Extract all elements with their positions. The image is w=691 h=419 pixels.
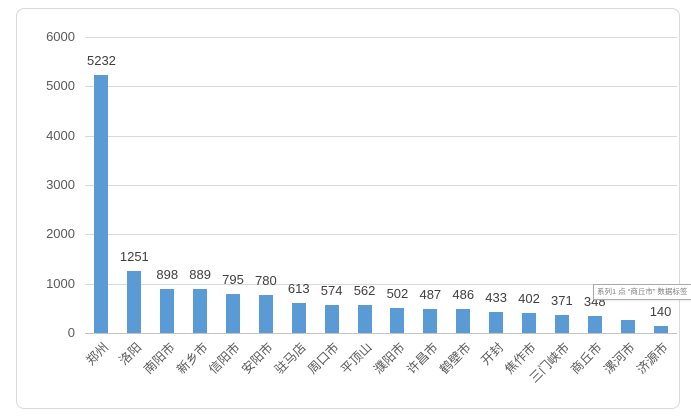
x-tick-label-开封: 开封 — [478, 340, 507, 368]
data-label-安阳市[interactable]: 780 — [255, 272, 277, 288]
y-tick-label: 4000 — [46, 127, 75, 143]
x-tick-label-漯河市: 漯河市 — [601, 340, 638, 377]
bar-安阳市[interactable] — [258, 294, 273, 333]
bar-新乡市[interactable] — [193, 289, 208, 333]
data-label-驻马店[interactable]: 613 — [287, 280, 310, 296]
data-label-洛阳[interactable]: 1251 — [119, 249, 149, 265]
x-tick-label-郑州: 郑州 — [84, 340, 112, 368]
y-tick-label: 1000 — [46, 275, 75, 291]
data-label-焦作市[interactable]: 402 — [518, 291, 540, 307]
x-tick-label-鹤壁市: 鹤壁市 — [436, 340, 474, 377]
bar-平顶山[interactable] — [357, 305, 372, 333]
x-tick-label-南阳市: 南阳市 — [140, 340, 178, 377]
gridline — [85, 185, 677, 186]
x-tick-label-濮阳市: 濮阳市 — [371, 340, 408, 377]
y-tick-label: 2000 — [46, 226, 75, 242]
bar-焦作市[interactable] — [522, 313, 536, 333]
bar-漯河市[interactable] — [620, 319, 635, 333]
gridline — [85, 135, 677, 137]
data-label-新乡市[interactable]: 889 — [189, 267, 211, 283]
x-tick-label-商丘市: 商丘市 — [568, 340, 605, 377]
data-label-周口市[interactable]: 574 — [320, 282, 343, 298]
y-tick-label: 0 — [67, 325, 75, 340]
data-label-郑州[interactable]: 5232 — [86, 52, 116, 68]
bar-周口市[interactable] — [324, 304, 339, 333]
x-axis-line — [85, 333, 677, 334]
data-label-许昌市[interactable]: 487 — [419, 286, 442, 302]
x-tick-label-新乡市: 新乡市 — [173, 340, 211, 377]
data-label-南阳市[interactable]: 898 — [156, 266, 179, 282]
gridline — [85, 283, 677, 285]
data-label-濮阳市[interactable]: 502 — [386, 286, 409, 302]
gridline — [85, 86, 677, 88]
gridline — [85, 234, 677, 236]
bar-郑州[interactable] — [94, 74, 109, 333]
chart-frame[interactable]: 5232 1251 898 889 795 780 613 574 562 502 487 486 43… — [16, 8, 680, 409]
bar-许昌市[interactable] — [423, 308, 438, 333]
x-tick-label-济源市: 济源市 — [634, 340, 671, 377]
x-tick-label-周口市: 周口市 — [305, 340, 342, 377]
x-tick-label-平顶山: 平顶山 — [338, 340, 375, 377]
bar-开封[interactable] — [489, 311, 504, 333]
data-label-信阳市[interactable]: 795 — [222, 271, 244, 287]
x-tick-label-安阳市: 安阳市 — [239, 340, 277, 377]
data-label-开封[interactable]: 433 — [485, 289, 507, 305]
bar-洛阳[interactable] — [127, 271, 142, 333]
y-tick-label: 3000 — [46, 177, 75, 192]
x-tick-label-信阳市: 信阳市 — [206, 340, 244, 377]
bar-南阳市[interactable] — [160, 288, 175, 333]
y-tick-label: 5000 — [46, 78, 75, 94]
data-label-济源市[interactable]: 140 — [649, 304, 672, 320]
bar-鹤壁市[interactable] — [456, 309, 471, 333]
bar-驻马店[interactable] — [291, 302, 306, 333]
bar-信阳市[interactable] — [226, 293, 240, 333]
datalabel-hover-tooltip: 系列1 点 “商丘市” 数据标签 — [593, 284, 691, 300]
data-label-平顶山[interactable]: 562 — [353, 283, 376, 299]
data-label-鹤壁市[interactable]: 486 — [452, 287, 475, 303]
x-tick-label-洛阳: 洛阳 — [116, 340, 145, 368]
bar-濮阳市[interactable] — [390, 308, 405, 333]
bar-商丘市[interactable] — [587, 315, 602, 333]
data-label-三门峡市[interactable]: 371 — [551, 292, 573, 308]
plot-area[interactable]: 5232 1251 898 889 795 780 613 574 562 502 487 486 43… — [85, 37, 677, 334]
x-tick-label-驻马店: 驻马店 — [272, 340, 309, 377]
x-tick-label-许昌市: 许昌市 — [404, 340, 441, 377]
bar-济源市[interactable] — [653, 326, 668, 333]
bar-三门峡市[interactable] — [554, 314, 569, 333]
y-tick-label: 6000 — [46, 29, 75, 44]
gridline — [85, 37, 677, 38]
